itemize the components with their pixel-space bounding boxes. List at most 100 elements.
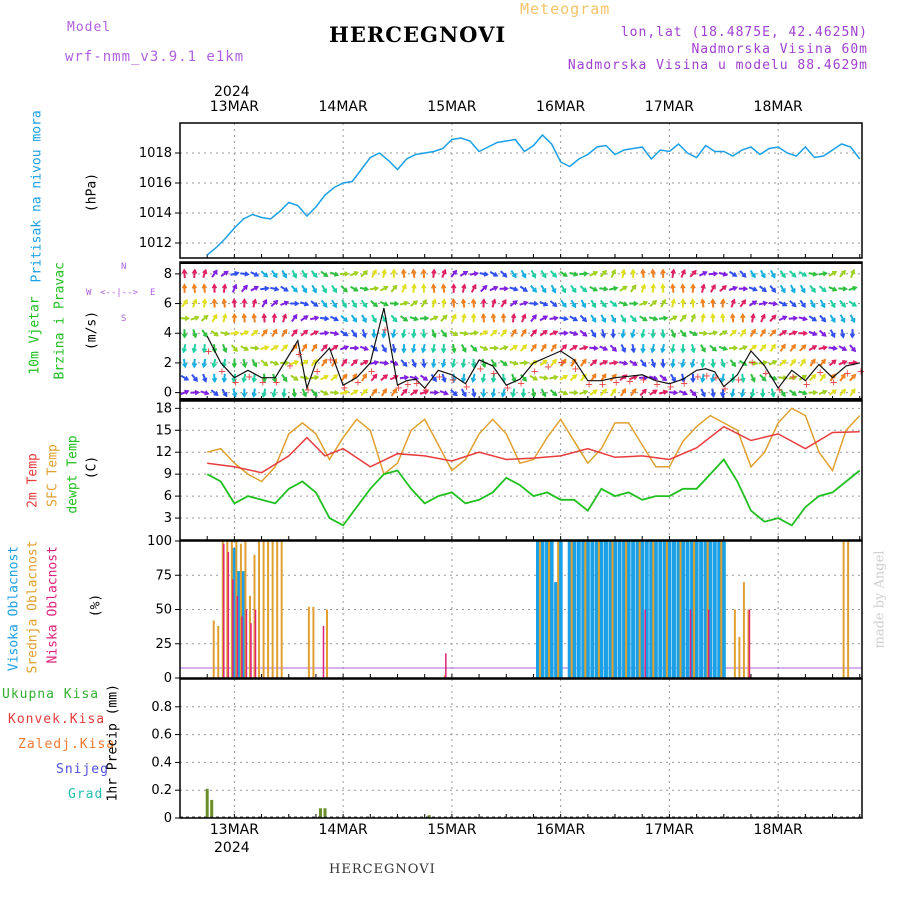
wind-arrowhead — [702, 330, 709, 336]
wind-arrowhead — [273, 360, 280, 366]
wind-arrowhead — [503, 345, 509, 351]
wind-gust-mark: + — [789, 372, 797, 383]
wind-arrowhead — [781, 359, 787, 365]
wind-arrowhead — [500, 392, 506, 398]
wind-arrowhead — [322, 344, 328, 350]
wind-arrowhead — [670, 283, 676, 289]
wind-arrowhead — [630, 268, 636, 274]
wind-arrowhead — [411, 283, 417, 289]
wind-arrowhead — [771, 343, 776, 349]
wind-arrowhead — [502, 328, 507, 335]
footer-name: HERCEGNOVI — [329, 862, 436, 877]
wind-arrowhead — [601, 373, 607, 379]
wind-arrowhead — [292, 273, 298, 279]
wind-arrowhead — [243, 346, 250, 351]
wind-arrowhead — [461, 392, 467, 398]
cloud-ytick-label: 100 — [147, 534, 172, 549]
day-label-bottom: 14MAR — [318, 822, 368, 838]
wind-arrowhead — [660, 283, 666, 289]
sfc-temp-line — [207, 407, 861, 483]
wind-arrowhead — [681, 332, 687, 338]
wind-arrowhead — [480, 392, 487, 399]
wind-gust-mark: + — [712, 373, 720, 384]
wind-arrowhead — [842, 286, 848, 292]
wind-arrowhead — [613, 285, 619, 292]
wind-arrowhead — [511, 273, 517, 279]
wind-arrowhead — [251, 377, 257, 384]
model-name: wrf-nmm_v3.9.1 e1km — [65, 49, 245, 65]
wind-arrowhead — [352, 332, 358, 338]
wind-arrowhead — [231, 363, 238, 369]
wind-arrowhead — [602, 360, 609, 365]
wind-arrowhead — [591, 373, 597, 379]
wind-gust-mark: + — [413, 379, 421, 390]
wind-arrowhead — [333, 316, 340, 322]
wind-arrowhead — [562, 374, 569, 380]
wind-arrowhead — [522, 344, 528, 350]
wind-arrowhead — [830, 317, 836, 324]
wind-arrowhead — [342, 358, 348, 364]
wind-gust-mark: + — [585, 380, 593, 391]
wind-arrowhead — [770, 273, 776, 279]
wind-gust-mark: + — [734, 375, 742, 386]
wind-arrowhead — [702, 271, 708, 276]
wind-arrowhead — [342, 287, 348, 293]
wind-gust-mark: + — [762, 369, 770, 380]
wind-arrowhead — [371, 333, 377, 339]
wind-arrowhead — [432, 376, 437, 383]
wind-ytick-label: 8 — [164, 267, 172, 282]
wind-arrowhead — [352, 373, 358, 379]
wind-arrowhead — [532, 287, 538, 293]
wind-arrowhead — [700, 298, 706, 304]
wind-arrowhead — [772, 360, 778, 365]
day-label-bottom: 15MAR — [427, 822, 477, 838]
year-label-bottom: 2024 — [214, 840, 250, 856]
wind-arrowhead — [201, 348, 208, 354]
wind-arrowhead — [401, 348, 407, 354]
wind-arrowhead — [613, 360, 619, 366]
wind-arrowhead — [812, 271, 818, 277]
wind-arrowhead — [740, 377, 746, 384]
wind-arrowhead — [261, 377, 268, 384]
wind-arrowhead — [461, 313, 467, 319]
wind-arrowhead — [631, 317, 637, 323]
wind-arrowhead — [521, 328, 527, 334]
wind-arrowhead — [622, 285, 628, 291]
wind-arrowhead — [802, 330, 809, 336]
wind-arrowhead — [543, 301, 549, 307]
precip-legend-item: Zaledj.Kisa — [18, 737, 116, 752]
wind-arrowhead — [850, 268, 856, 275]
wind-arrowhead — [410, 348, 417, 354]
wind-arrowhead — [271, 312, 278, 319]
wind-gust-mark: + — [694, 372, 702, 383]
wind-arrowhead — [620, 268, 627, 274]
cloud-frame — [179, 540, 863, 679]
wind-gust-mark: + — [286, 361, 294, 372]
wind-arrowhead — [691, 391, 697, 397]
wind-arrowhead — [832, 286, 838, 292]
wind-arrowhead — [772, 301, 779, 307]
wind-arrowhead — [450, 362, 457, 369]
dewpt-line — [206, 458, 861, 527]
wind-arrowhead — [191, 283, 198, 289]
pressure-ytick-label: 1018 — [139, 146, 172, 161]
wind-arrowhead — [851, 373, 857, 379]
wind-arrowhead — [781, 330, 788, 335]
wind-arrowhead — [592, 286, 599, 292]
wind-arrowhead — [830, 373, 836, 379]
cloud-ytick-label: 75 — [155, 568, 172, 583]
wind-arrowhead — [333, 374, 339, 380]
wind-arrowhead — [402, 361, 408, 367]
wind-arrowhead — [652, 299, 658, 305]
day-label-bottom: 16MAR — [536, 822, 586, 838]
wind-arrowhead — [490, 377, 497, 384]
wind-arrowhead — [751, 344, 758, 350]
wind-arrowhead — [720, 362, 726, 369]
wind-arrowhead — [573, 271, 579, 277]
wind-arrowhead — [343, 345, 350, 351]
wind-arrowhead — [470, 363, 477, 369]
wind-arrowhead — [241, 362, 248, 369]
wind-arrowhead — [181, 333, 188, 339]
wind-arrowhead — [640, 283, 647, 289]
wind-gust-mark: + — [544, 362, 552, 373]
